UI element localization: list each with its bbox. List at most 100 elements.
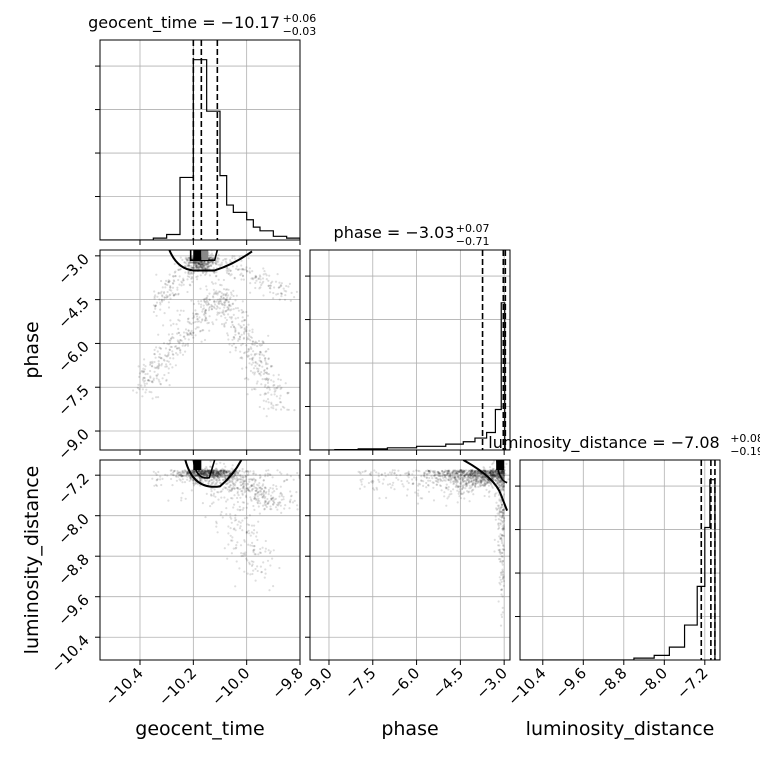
sample-point [482,469,485,472]
sample-point [250,484,253,487]
sample-point [207,482,210,485]
sample-point [455,479,458,482]
sample-point [178,471,181,474]
sample-point [255,531,259,534]
sample-point [469,474,472,477]
sample-point [216,313,219,316]
sample-point [229,534,232,537]
sample-point [466,483,469,486]
sample-point [370,474,373,477]
sample-point [233,472,236,475]
sample-point [174,275,177,278]
sample-point [199,479,202,483]
sample-point [203,265,206,268]
sample-point [256,345,259,348]
sample-point [247,354,250,357]
sample-point [199,329,202,333]
sample-point [223,322,226,325]
sample-point [144,379,147,382]
sample-point [466,471,469,474]
sample-point [459,469,462,472]
sample-point [188,476,191,479]
sample-point [204,470,207,473]
sample-point [242,485,245,488]
sample-point [241,267,244,271]
sample-point [502,481,505,484]
sample-point [266,378,269,381]
sample-point [182,331,186,334]
sample-point [494,474,497,477]
sample-point [217,470,220,473]
sample-point [216,491,219,494]
sample-point [250,336,253,339]
sample-point [222,312,225,315]
sample-point [243,331,246,334]
sample-point [397,469,400,472]
sample-point [483,482,486,485]
sample-point [246,516,249,519]
sample-point [201,319,204,322]
sample-point [444,469,447,472]
sample-point [201,468,204,471]
sample-point [239,350,242,353]
sample-point [250,484,253,488]
sample-point [268,388,271,391]
sample-point [211,473,214,476]
sample-point [153,370,156,373]
tick-label-y: −9.0 [54,425,92,463]
sample-point [205,265,209,268]
sample-point [501,510,504,513]
sample-point [478,474,481,477]
sample-point [484,471,488,474]
sample-point [454,485,457,488]
sample-point [202,473,205,476]
sample-point [258,476,262,480]
sample-point [494,479,498,482]
sample-point [487,479,490,482]
sample-point [293,499,296,502]
sample-point [212,475,215,478]
sample-point [203,263,206,266]
sample-point [218,311,221,314]
sample-point [250,388,254,391]
sample-point [205,467,208,470]
sample-point [250,277,253,280]
sample-point [267,407,270,410]
sample-point [204,472,207,475]
sample-point [208,261,211,264]
sample-point [170,469,173,472]
sample-point [225,469,228,472]
sample-point [171,471,175,474]
sample-point [215,274,218,277]
sample-point [202,267,205,270]
sample-point [435,477,438,480]
sample-point [431,481,434,484]
sample-point [155,314,158,317]
sample-point [202,472,205,475]
sample-point [144,365,147,368]
sample-point [210,305,213,308]
sample-point [261,282,264,285]
sample-point [262,491,266,494]
sample-point [483,469,486,472]
sample-point [494,469,497,472]
sample-point [474,473,477,476]
sample-point [492,477,495,480]
sample-point [191,331,195,334]
sample-point [459,497,463,500]
sample-point [197,264,200,267]
sample-point [491,477,494,480]
contour-inner [189,250,219,262]
sample-point [208,298,212,301]
sample-point [182,474,185,477]
sample-point [234,327,237,330]
sample-point [166,283,169,287]
sample-point [214,473,217,476]
sample-point [176,347,179,350]
sample-point [158,380,161,383]
sample-point [155,473,158,476]
sample-point [230,552,233,555]
sample-point [224,470,227,473]
sample-point [392,481,395,484]
sample-point [207,301,210,304]
